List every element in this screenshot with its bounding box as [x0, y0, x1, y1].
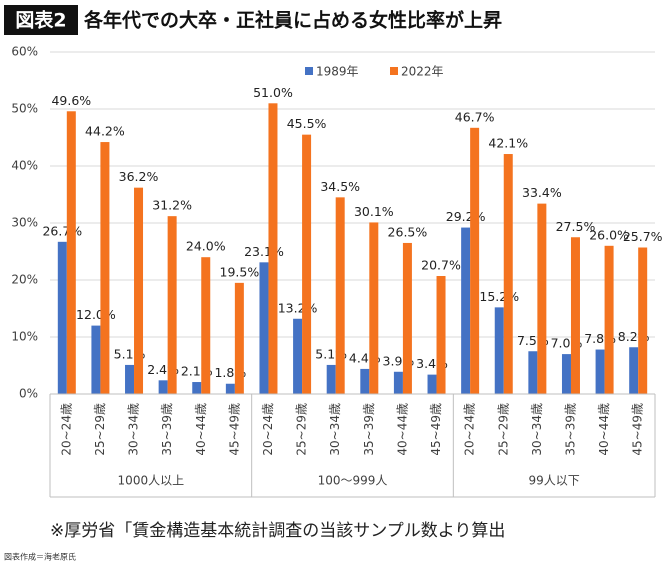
x-tick-label: 25~29歳: [93, 403, 107, 456]
y-tick-label: 20%: [11, 273, 38, 287]
value-label: 29.2%: [446, 209, 486, 224]
legend-swatch: [305, 67, 313, 75]
bar: [470, 127, 480, 394]
bar: [259, 262, 269, 394]
x-tick-label: 35~39歳: [563, 403, 577, 456]
value-label: 30.1%: [354, 204, 394, 219]
value-label: 13.2%: [278, 300, 318, 315]
badge-box: [4, 5, 78, 35]
x-tick-label: 30~34歳: [530, 403, 544, 456]
group-label: 100〜999人: [318, 474, 388, 488]
y-tick-label: 60%: [11, 45, 38, 59]
value-label: 42.1%: [488, 136, 528, 151]
bar: [225, 383, 235, 394]
bar: [528, 351, 538, 394]
bar: [167, 216, 177, 394]
x-tick-label: 30~34歳: [328, 403, 342, 456]
bar: [125, 364, 135, 394]
bar: [234, 282, 244, 394]
value-label: 23.1%: [244, 244, 284, 259]
bar: [91, 325, 101, 394]
bar: [570, 237, 580, 394]
note: ※厚労省「賃金構造基本統計調査の当該サンプル数より算出: [50, 521, 505, 541]
x-tick-label: 40~44歳: [395, 403, 409, 456]
chart-title: 各年代での大卒・正社員に占める女性比率が上昇: [83, 9, 502, 32]
bar: [503, 154, 513, 394]
bar: [461, 227, 471, 394]
bar: [436, 276, 446, 394]
bar: [326, 364, 336, 394]
x-tick-label: 20~24歳: [261, 403, 275, 456]
credit: 図表作成＝海老原氏: [4, 552, 76, 562]
x-tick-label: 40~44歳: [597, 403, 611, 456]
bar: [494, 307, 504, 394]
bar: [66, 111, 76, 394]
x-tick-label: 35~39歳: [362, 403, 376, 456]
value-label: 20.7%: [421, 258, 461, 273]
bar: [595, 349, 605, 394]
value-label: 36.2%: [119, 169, 159, 184]
value-label: 25.7%: [623, 229, 663, 244]
x-tick-label: 45~49歳: [227, 403, 241, 456]
value-label: 26.0%: [589, 227, 629, 242]
y-tick-label: 50%: [11, 102, 38, 116]
value-label: 33.4%: [522, 185, 562, 200]
value-label: 49.6%: [51, 93, 91, 108]
value-label: 26.5%: [388, 224, 428, 239]
bar: [134, 187, 144, 394]
bar: [293, 318, 303, 394]
value-label: 15.2%: [479, 289, 519, 304]
y-tick-label: 0%: [19, 387, 38, 401]
value-label: 31.2%: [152, 198, 192, 213]
x-tick-label: 30~34歳: [127, 403, 141, 456]
x-tick-label: 45~49歳: [429, 403, 443, 456]
value-label: 45.5%: [287, 116, 327, 131]
bar: [192, 382, 202, 394]
bar: [335, 197, 345, 394]
bar: [158, 380, 168, 394]
legend-swatch: [390, 67, 398, 75]
bar: [268, 103, 278, 395]
x-tick-label: 45~49歳: [631, 403, 645, 456]
value-label: 46.7%: [455, 109, 495, 124]
bar: [393, 371, 403, 394]
bar: [629, 347, 639, 394]
bar: [57, 241, 67, 394]
bar: [604, 245, 614, 394]
value-label: 44.2%: [85, 124, 125, 139]
bar: [561, 354, 571, 394]
y-tick-label: 10%: [11, 330, 38, 344]
x-tick-label: 20~24歳: [463, 403, 477, 456]
value-label: 19.5%: [220, 264, 260, 279]
y-tick-label: 30%: [11, 216, 38, 230]
bar: [369, 222, 379, 394]
value-label: 24.0%: [186, 239, 226, 254]
y-tick-label: 40%: [11, 159, 38, 173]
bar: [638, 247, 648, 394]
value-label: 51.0%: [253, 85, 293, 100]
group-label: 99人以下: [529, 474, 580, 488]
value-label: 12.0%: [76, 307, 116, 322]
x-tick-label: 25~29歳: [496, 403, 510, 456]
bar: [302, 134, 312, 394]
bar: [427, 374, 437, 394]
bar: [537, 203, 547, 394]
bar: [360, 368, 370, 394]
x-tick-label: 20~24歳: [59, 403, 73, 456]
badge: 図表2: [15, 9, 66, 32]
x-tick-label: 35~39歳: [160, 403, 174, 456]
legend-label: 2022年: [401, 65, 444, 79]
x-tick-label: 40~44歳: [194, 403, 208, 456]
bar: [100, 142, 110, 394]
value-label: 34.5%: [320, 179, 360, 194]
value-label: 26.7%: [42, 223, 82, 238]
bar: [201, 257, 211, 394]
bar: [402, 242, 412, 394]
x-tick-label: 25~29歳: [295, 403, 309, 456]
value-label: 27.5%: [556, 219, 596, 234]
legend-label: 1989年: [316, 65, 359, 79]
group-label: 1000人以上: [118, 474, 185, 488]
